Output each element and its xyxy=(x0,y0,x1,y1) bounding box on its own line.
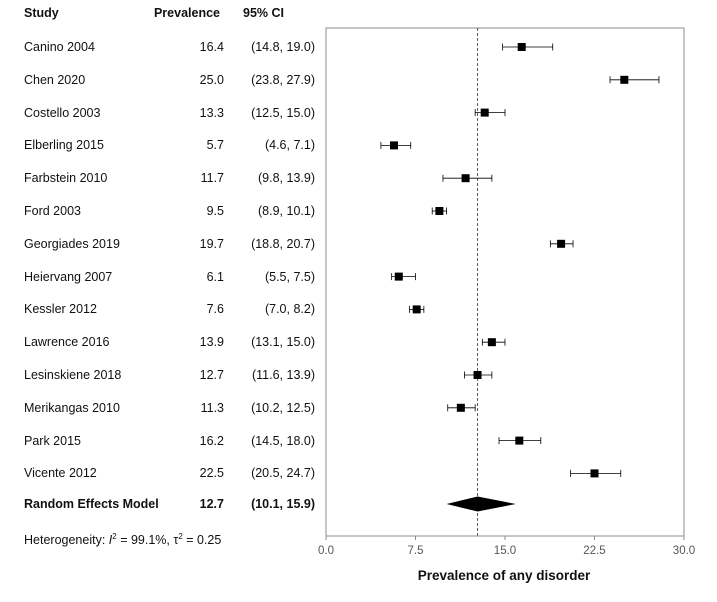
x-tick-label: 0.0 xyxy=(318,545,334,557)
point-estimate-marker xyxy=(517,43,526,51)
study-name: Elberling 2015 xyxy=(24,138,104,153)
study-name: Farbstein 2010 xyxy=(24,171,108,186)
plot-frame xyxy=(325,27,685,536)
study-ci: (12.5, 15.0) xyxy=(251,105,315,120)
study-ci: (5.5, 7.5) xyxy=(264,269,315,284)
study-name: Park 2015 xyxy=(24,433,81,448)
study-prevalence: 11.3 xyxy=(200,400,224,415)
study-ci: (10.2, 12.5) xyxy=(251,400,315,415)
x-tick-label: 15.0 xyxy=(494,545,516,557)
point-estimate-marker xyxy=(473,371,482,379)
study-point-group xyxy=(481,338,506,347)
study-ci: (13.1, 15.0) xyxy=(251,335,315,350)
study-prevalence: 13.3 xyxy=(199,105,224,120)
study-point-group xyxy=(570,469,622,478)
point-estimate-marker xyxy=(390,141,399,150)
heterogeneity-stats: Heterogeneity: I2 = 99.1%, τ2 = 0.25 xyxy=(24,532,222,548)
study-ci: (14.5, 18.0) xyxy=(251,433,315,448)
study-prevalence: 13.9 xyxy=(199,335,224,350)
study-prevalence: 12.7 xyxy=(199,368,224,382)
study-point-group xyxy=(464,371,493,379)
point-estimate-marker xyxy=(480,108,489,117)
study-column-header: Study xyxy=(24,6,59,20)
summary-diamond xyxy=(446,496,516,512)
study-prevalence: 19.7 xyxy=(199,236,224,251)
tau-symbol: τ xyxy=(173,533,179,548)
study-prevalence: 6.1 xyxy=(206,269,224,284)
study-prevalence: 16.4 xyxy=(199,40,224,54)
study-prevalence: 5.7 xyxy=(206,138,224,153)
study-ci: (9.8, 13.9) xyxy=(258,171,315,186)
summary-ci: (10.1, 15.9) xyxy=(251,497,315,511)
study-ci: (18.8, 20.7) xyxy=(251,236,315,251)
study-name: Costello 2003 xyxy=(24,105,101,120)
x-tick-label: 7.5 xyxy=(408,545,424,557)
study-point-group xyxy=(409,305,425,314)
x-axis-title: Prevalence of any disorder xyxy=(418,568,591,583)
study-name: Ford 2003 xyxy=(24,204,81,218)
study-prevalence: 11.7 xyxy=(200,171,224,186)
point-estimate-marker xyxy=(487,338,496,347)
study-name: Vicente 2012 xyxy=(24,466,97,481)
summary-prevalence: 12.7 xyxy=(199,497,224,511)
study-point-group xyxy=(380,141,412,150)
point-estimate-marker xyxy=(394,272,403,281)
point-estimate-marker xyxy=(461,174,470,183)
study-name: Lawrence 2016 xyxy=(24,335,110,350)
study-ci: (20.5, 24.7) xyxy=(251,466,315,481)
point-estimate-marker xyxy=(435,207,444,215)
study-ci: (8.9, 10.1) xyxy=(258,204,315,218)
study-ci: (11.6, 13.9) xyxy=(251,368,315,382)
study-name: Kessler 2012 xyxy=(24,302,97,317)
study-name: Merikangas 2010 xyxy=(24,400,120,415)
point-estimate-marker xyxy=(412,305,421,314)
study-name: Canino 2004 xyxy=(24,40,95,54)
study-point-group xyxy=(502,43,554,51)
study-prevalence: 7.6 xyxy=(206,302,224,317)
point-estimate-marker xyxy=(590,469,599,478)
study-point-group xyxy=(447,403,476,412)
study-point-group xyxy=(549,239,574,248)
i2-symbol: I xyxy=(108,533,113,548)
plot-marks xyxy=(380,43,660,512)
study-ci: (14.8, 19.0) xyxy=(251,40,315,54)
point-estimate-marker xyxy=(515,436,524,445)
study-ci: (4.6, 7.1) xyxy=(264,138,315,153)
point-estimate-marker xyxy=(557,239,566,248)
point-estimate-marker xyxy=(620,75,629,84)
study-name: Georgiades 2019 xyxy=(24,236,120,251)
study-name: Chen 2020 xyxy=(24,72,86,87)
study-prevalence: 25.0 xyxy=(199,72,224,87)
study-prevalence: 9.5 xyxy=(206,204,224,218)
study-point-group xyxy=(431,207,447,215)
plot-border xyxy=(325,27,685,536)
study-prevalence: 22.5 xyxy=(199,466,224,481)
study-point-group xyxy=(391,272,416,281)
i2-value: = 99.1%, xyxy=(116,533,174,548)
tau-value: = 0.25 xyxy=(182,533,222,548)
ci-column-header: 95% CI xyxy=(243,6,284,20)
study-prevalence: 16.2 xyxy=(199,433,224,448)
x-axis: 0.0 7.5 15.0 22.5 30.0 xyxy=(318,535,695,557)
study-point-group xyxy=(474,108,506,117)
study-ci: (7.0, 8.2) xyxy=(264,302,315,317)
study-point-group xyxy=(498,436,542,445)
x-tick-label: 30.0 xyxy=(673,545,695,557)
study-name: Heiervang 2007 xyxy=(24,269,113,284)
x-tick-label: 22.5 xyxy=(583,545,605,557)
study-point-group xyxy=(442,174,493,183)
study-name: Lesinskiene 2018 xyxy=(24,368,122,382)
study-point-group xyxy=(609,75,660,84)
point-estimate-marker xyxy=(456,403,465,412)
study-ci: (23.8, 27.9) xyxy=(251,72,315,87)
summary-label: Random Effects Model xyxy=(24,497,159,511)
heterogeneity-prefix: Heterogeneity: xyxy=(24,533,109,548)
prevalence-column-header: Prevalence xyxy=(153,6,220,20)
